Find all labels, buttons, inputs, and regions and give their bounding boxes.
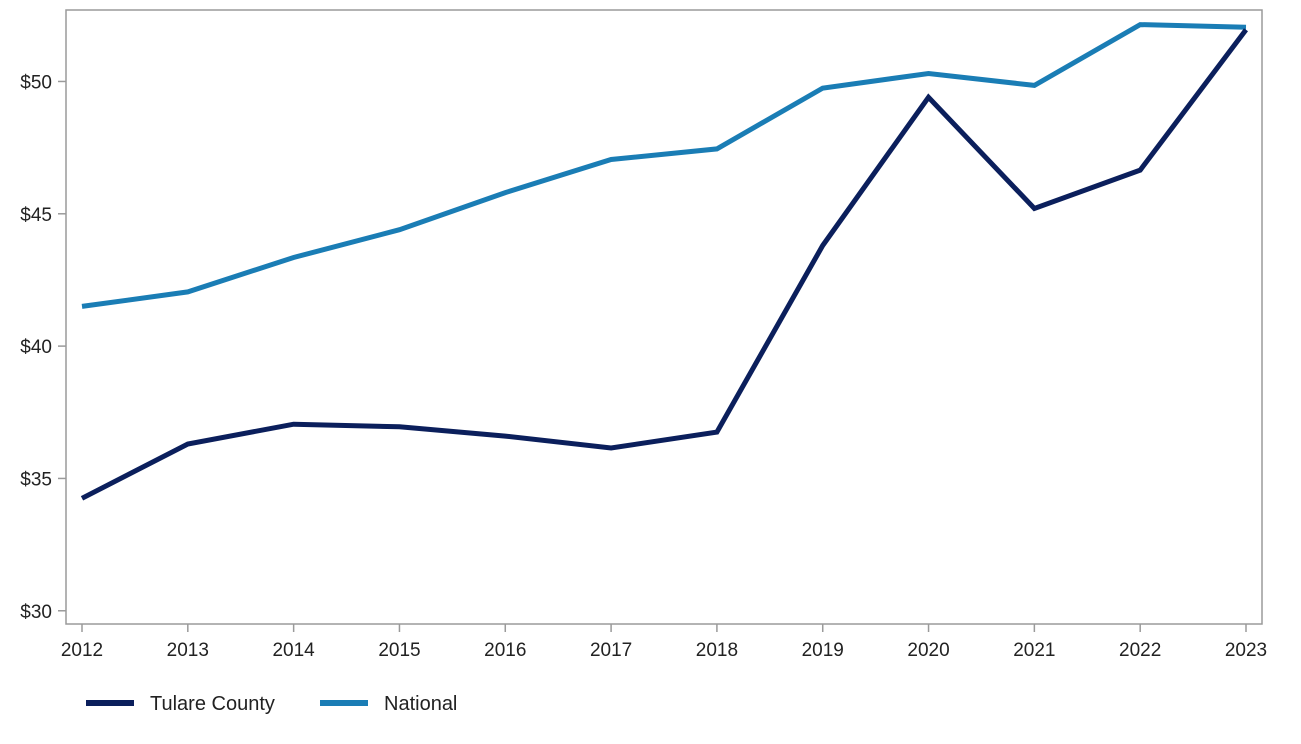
y-tick-label: $35: [20, 469, 52, 490]
x-tick-label: 2021: [1013, 640, 1055, 661]
x-tick-label: 2018: [696, 640, 738, 661]
x-tick-label: 2015: [378, 640, 420, 661]
y-axis: $30 $35 $40 $45 $50: [20, 72, 66, 623]
x-tick-label: 2012: [61, 640, 103, 661]
series-line-national: [81, 22, 1247, 309]
series-line-tulare-county: [80, 28, 1248, 501]
x-axis: 2012 2013 2014 2015 2016 2017 2018 2019 2020 2021…: [61, 624, 1267, 661]
y-tick-label: $30: [20, 602, 52, 623]
x-tick-label: 2022: [1119, 640, 1161, 661]
x-tick-label: 2016: [484, 640, 526, 661]
legend-label-tulare-county: Tulare County: [150, 693, 275, 715]
legend: Tulare County National: [86, 693, 457, 715]
y-tick-label: $45: [20, 205, 52, 226]
x-tick-label: 2020: [907, 640, 949, 661]
y-tick-label: $40: [20, 337, 52, 358]
x-tick-label: 2017: [590, 640, 632, 661]
plot-frame: [65, 9, 1263, 625]
legend-label-national: National: [384, 693, 457, 715]
y-tick-label: $50: [20, 72, 52, 93]
x-tick-label: 2023: [1225, 640, 1267, 661]
x-tick-label: 2019: [802, 640, 844, 661]
series-layer: [80, 22, 1248, 501]
x-tick-label: 2013: [167, 640, 209, 661]
x-tick-label: 2014: [272, 640, 315, 661]
